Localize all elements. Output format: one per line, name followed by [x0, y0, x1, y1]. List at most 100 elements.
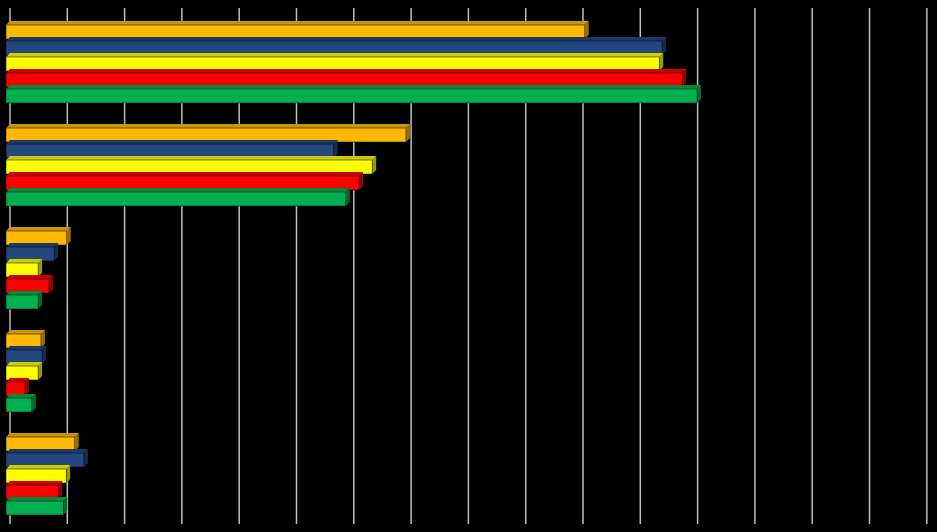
bar-side [333, 140, 338, 158]
bar-top [6, 259, 43, 263]
bar-front [5, 468, 67, 484]
bar-top [6, 188, 350, 192]
bar [5, 21, 589, 40]
bar-front [5, 191, 347, 207]
bar-front [5, 127, 407, 143]
bar-top [6, 449, 88, 453]
bar [5, 481, 63, 500]
bar-top [6, 69, 687, 73]
bar [5, 188, 350, 207]
bar-side [38, 291, 43, 309]
bar-front [5, 278, 50, 294]
bar [5, 330, 45, 349]
bar-side [38, 259, 43, 277]
bar-top [6, 481, 63, 485]
bar [5, 465, 71, 484]
bar-front [5, 40, 663, 56]
bar [5, 69, 687, 88]
bar-top [6, 291, 43, 295]
bar-top [6, 124, 410, 128]
bar [5, 275, 53, 294]
bar [5, 346, 47, 365]
bar-top [6, 497, 68, 501]
bar-side [659, 53, 664, 71]
bar [5, 140, 338, 159]
bar-front [5, 159, 373, 175]
bar-front [5, 72, 683, 88]
bar [5, 378, 29, 397]
bar-side [584, 21, 589, 39]
bar [5, 37, 667, 56]
bar-front [5, 175, 360, 191]
bar-front [5, 143, 335, 159]
bar [5, 394, 36, 413]
bar [5, 85, 702, 104]
bar-side [66, 227, 71, 245]
bar [5, 243, 59, 262]
bar-side [38, 362, 43, 380]
bar-side [83, 449, 88, 467]
bar-side [74, 433, 79, 451]
bar-side [54, 243, 59, 261]
bar-side [31, 394, 36, 412]
bar-top [6, 394, 36, 398]
bar-top [6, 378, 29, 382]
bar-front [5, 246, 55, 262]
bar-side [662, 37, 667, 55]
bar-top [6, 275, 53, 279]
bar-front [5, 230, 67, 246]
bar-top [6, 330, 45, 334]
bar [5, 259, 43, 278]
bar-side [42, 346, 47, 364]
bar [5, 497, 68, 516]
bar-front [5, 436, 76, 452]
bar-side [66, 465, 71, 483]
bar-top [6, 362, 43, 366]
bar-side [697, 85, 702, 103]
bar-front [5, 500, 64, 516]
bar-top [6, 85, 702, 89]
bar-side [40, 330, 45, 348]
bar-side [682, 69, 687, 87]
bar-side [58, 481, 63, 499]
bar-top [6, 37, 667, 41]
bar-top [6, 346, 47, 350]
bar-side [358, 172, 363, 190]
bar-front [5, 349, 43, 365]
bar-front [5, 484, 59, 500]
bar [5, 291, 43, 310]
bar [5, 433, 79, 452]
bar-front [5, 88, 698, 104]
bar [5, 124, 410, 143]
bar-side [372, 156, 377, 174]
bar-side [63, 497, 68, 515]
bar-front [5, 333, 42, 349]
bar-side [24, 378, 29, 396]
bar-top [6, 172, 363, 176]
bar-front [5, 294, 39, 310]
bar-side [405, 124, 410, 142]
bar-front [5, 24, 585, 40]
bar-front [5, 262, 39, 278]
bar-top [6, 433, 79, 437]
bar-top [6, 140, 338, 144]
bar-top [6, 465, 71, 469]
bar-side [345, 188, 350, 206]
bar-front [5, 381, 26, 397]
bar [5, 227, 71, 246]
bar-front [5, 452, 85, 468]
bar [5, 449, 88, 468]
bar-side [48, 275, 53, 293]
bar-top [6, 243, 59, 247]
bar-front [5, 365, 39, 381]
bar [5, 172, 363, 191]
bar-front [5, 56, 660, 72]
bar [5, 362, 43, 381]
bar [5, 156, 377, 175]
bar-top [6, 156, 377, 160]
bar-top [6, 227, 71, 231]
bar-front [5, 397, 33, 413]
bar-top [6, 21, 589, 25]
